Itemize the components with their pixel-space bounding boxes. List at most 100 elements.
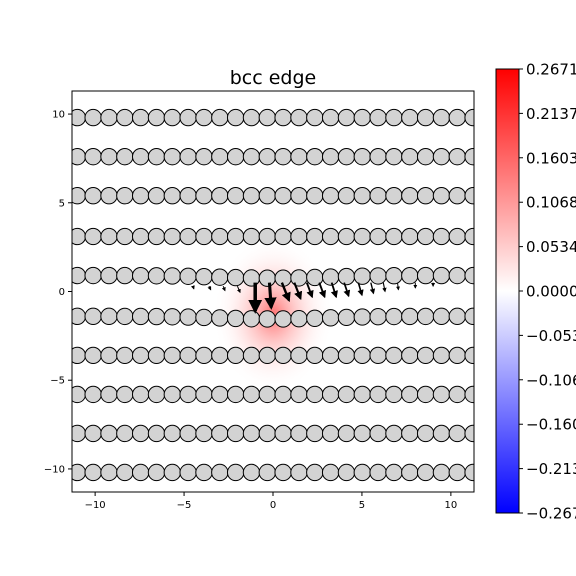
atom bbox=[226, 227, 245, 246]
atom bbox=[116, 463, 134, 482]
atom bbox=[195, 147, 213, 166]
atom bbox=[179, 424, 197, 443]
atom bbox=[290, 424, 308, 443]
atom bbox=[179, 147, 197, 166]
atom bbox=[242, 147, 261, 166]
atom bbox=[353, 424, 371, 443]
atom bbox=[116, 424, 134, 443]
atom bbox=[401, 385, 419, 404]
displacement-arrow bbox=[330, 282, 338, 299]
atom bbox=[274, 187, 292, 205]
atom bbox=[163, 424, 182, 443]
atom bbox=[321, 147, 340, 166]
colorbar-tick-label: −0.1603 bbox=[526, 416, 576, 434]
atom bbox=[321, 385, 340, 404]
atom bbox=[306, 346, 324, 365]
atom bbox=[131, 307, 150, 326]
atom bbox=[353, 308, 371, 326]
colorbar-tick-label: −0.2137 bbox=[526, 460, 576, 478]
atom bbox=[416, 227, 435, 246]
atom bbox=[195, 346, 213, 365]
atom bbox=[195, 385, 213, 404]
atom bbox=[100, 266, 118, 285]
atom bbox=[385, 346, 403, 365]
displacement-arrow bbox=[293, 282, 303, 301]
atom bbox=[464, 346, 474, 365]
atom bbox=[211, 108, 229, 127]
atom bbox=[100, 307, 118, 326]
atom bbox=[258, 269, 276, 287]
atom bbox=[116, 187, 134, 205]
displacement-arrow bbox=[236, 285, 241, 294]
colorbar-tick-label: 0.1603 bbox=[526, 149, 576, 167]
atom bbox=[401, 108, 419, 127]
displacement-arrows bbox=[190, 282, 436, 314]
atom bbox=[84, 424, 102, 443]
atom bbox=[131, 266, 150, 285]
atom bbox=[464, 307, 474, 326]
atom bbox=[448, 147, 466, 166]
atom bbox=[100, 108, 118, 127]
atom bbox=[464, 227, 474, 246]
atom bbox=[416, 147, 435, 166]
y-tick-label: 5 bbox=[59, 198, 65, 209]
x-axis-ticks: −10 −5 0 5 10 bbox=[85, 492, 457, 511]
atom bbox=[195, 187, 213, 205]
atom bbox=[448, 424, 466, 443]
displacement-arrow bbox=[343, 282, 351, 298]
atom bbox=[211, 463, 229, 482]
colorbar-tick-label: −0.0534 bbox=[526, 327, 576, 345]
atom bbox=[416, 108, 435, 127]
atom bbox=[290, 147, 308, 166]
atom bbox=[179, 346, 197, 365]
atom bbox=[179, 385, 197, 404]
atom bbox=[242, 346, 261, 365]
atom bbox=[432, 385, 451, 404]
atom bbox=[306, 268, 324, 287]
atom bbox=[131, 424, 150, 443]
atom bbox=[195, 308, 213, 327]
atom bbox=[464, 463, 474, 482]
displacement-arrow bbox=[190, 285, 195, 290]
atom bbox=[163, 267, 182, 285]
atom bbox=[226, 268, 245, 287]
atom bbox=[147, 187, 166, 205]
atom bbox=[290, 385, 308, 404]
colorbar-tick-label: 0.0000 bbox=[526, 283, 576, 301]
atom bbox=[195, 227, 213, 246]
atom bbox=[337, 346, 356, 365]
colorbar-ticks: 0.2671 0.2137 0.1603 0.1068 0.0534 0.0000 −0.0… bbox=[519, 61, 576, 523]
atom bbox=[448, 187, 466, 205]
atom bbox=[147, 108, 166, 127]
atom bbox=[163, 463, 182, 482]
atom bbox=[211, 424, 229, 443]
atom bbox=[385, 187, 403, 205]
atom bbox=[242, 385, 261, 404]
atom bbox=[306, 424, 324, 443]
atom bbox=[337, 308, 356, 327]
atom bbox=[353, 108, 371, 127]
atom bbox=[337, 463, 356, 482]
atom bbox=[416, 385, 435, 404]
atom bbox=[369, 108, 387, 127]
atom bbox=[321, 227, 340, 246]
x-tick-label: −5 bbox=[177, 500, 192, 511]
atom bbox=[147, 147, 166, 166]
atom bbox=[337, 108, 356, 127]
atom bbox=[147, 267, 166, 285]
colorbar-tick-label: 0.0534 bbox=[526, 238, 576, 256]
atom bbox=[147, 227, 166, 246]
atom bbox=[258, 385, 276, 404]
atom bbox=[306, 227, 324, 246]
atom bbox=[385, 227, 403, 246]
atom bbox=[116, 346, 134, 365]
atom bbox=[353, 227, 371, 246]
atom bbox=[195, 268, 213, 286]
atom bbox=[416, 187, 435, 205]
atom bbox=[274, 108, 292, 127]
atom bbox=[432, 266, 451, 285]
atom bbox=[321, 424, 340, 443]
atom bbox=[369, 147, 387, 166]
atom bbox=[401, 187, 419, 205]
atom bbox=[432, 346, 451, 365]
